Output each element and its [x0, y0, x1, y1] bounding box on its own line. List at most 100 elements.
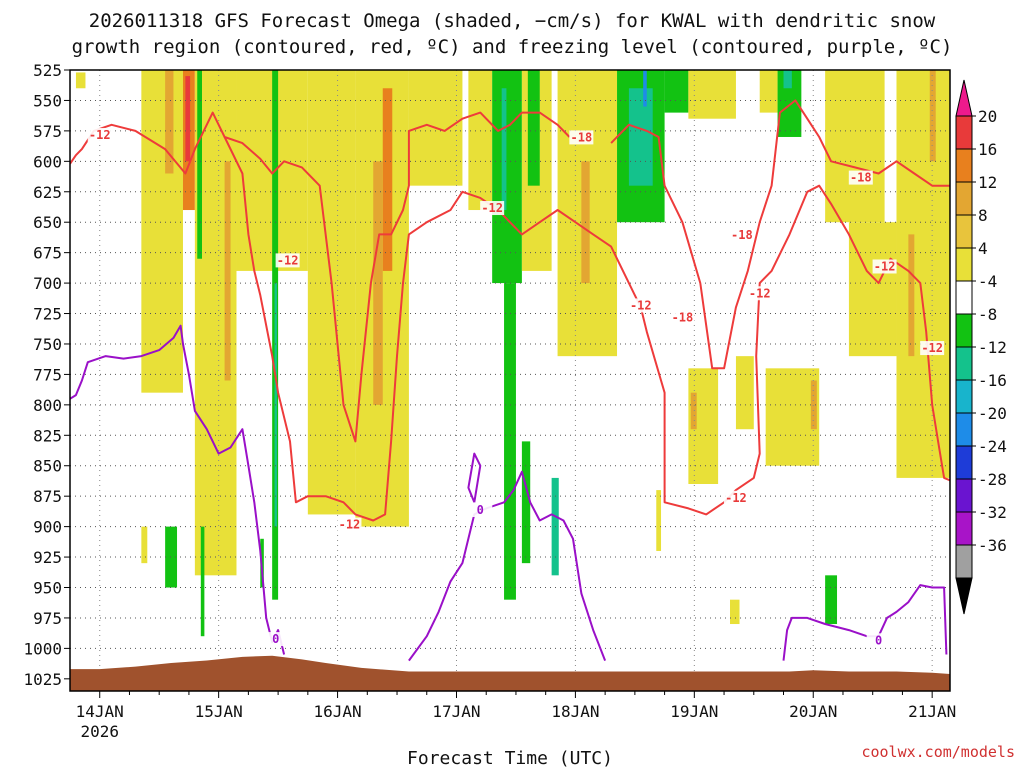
omega-cell-44	[200, 526, 205, 637]
colorbar-label-10: -24	[978, 437, 1007, 456]
colorbar-label-13: -36	[978, 536, 1007, 555]
omega-cell-13	[382, 88, 393, 271]
credit-text: coolwx.com/models	[861, 743, 1015, 761]
freezing-label-1: 0	[477, 503, 484, 517]
x-axis-label: Forecast Time (UTC)	[407, 748, 613, 768]
y-tick-label-12: 825	[33, 426, 62, 445]
dgz-label-3: -12	[481, 201, 503, 215]
freezing-contour-0	[70, 324, 286, 655]
colorbar-label-12: -32	[978, 503, 1007, 522]
colorbar-bin-6	[955, 313, 973, 348]
colorbar-label-2: 12	[978, 173, 997, 192]
dgz-label-5: -12	[630, 298, 652, 312]
colorbar-label-1: 16	[978, 140, 997, 159]
colorbar: 20 16 12 8 4 -4 -8 -12 -16 -20 -24 -28 -32 -36	[955, 79, 1007, 615]
dgz-label-bg-5	[628, 298, 653, 313]
colorbar-label-0: 20	[978, 107, 997, 126]
colorbar-label-6: -8	[978, 305, 997, 324]
dgz-label-9: -12	[725, 491, 747, 505]
terrain-ground	[70, 655, 950, 691]
y-tick-label-19: 1000	[23, 639, 62, 658]
dgz-label-12: -12	[921, 341, 943, 355]
omega-cell-28	[688, 70, 736, 119]
dgz-label-bg-10	[848, 170, 873, 185]
omega-cell-49	[656, 490, 662, 551]
omega-cell-30	[690, 392, 697, 430]
y-tick-label-18: 975	[33, 609, 62, 628]
colorbar-label-3: 8	[978, 206, 988, 225]
omega-cell-41	[908, 234, 915, 357]
plot-frame	[69, 69, 951, 692]
dgz-label-bg-3	[480, 201, 505, 216]
x-tick-label-5: 19JAN	[670, 702, 718, 721]
colorbar-label-11: -28	[978, 470, 1007, 489]
colorbar-bin-10	[955, 445, 973, 480]
x-tick-label-0: 14JAN	[76, 702, 124, 721]
x-tick-label-3: 17JAN	[432, 702, 480, 721]
y-tick-label-16: 925	[33, 548, 62, 567]
omega-cell-7	[197, 70, 202, 259]
colorbar-bin-2	[955, 181, 973, 216]
y-tick-label-20: 1025	[23, 670, 62, 689]
colorbar-bin-1	[955, 148, 973, 183]
y-tick-label-14: 875	[33, 487, 62, 506]
dendritic-growth-contours	[70, 99, 950, 522]
chart-title-line-2: growth region (contoured, red, ºC) and f…	[72, 36, 953, 58]
colorbar-label-8: -16	[978, 371, 1007, 390]
colorbar-label-4: 4	[978, 239, 988, 258]
omega-cell-38	[848, 222, 897, 357]
omega-cell-43	[165, 526, 178, 588]
y-tick-label-4: 625	[33, 183, 62, 202]
dgz-label-10: -18	[850, 171, 872, 185]
y-tick-label-7: 700	[33, 274, 62, 293]
y-tick-label-11: 800	[33, 396, 62, 415]
dgz-label-11: -12	[874, 259, 896, 273]
dgz-label-bg-0	[87, 127, 112, 142]
omega-cell-2	[165, 70, 174, 174]
omega-cell-37	[825, 70, 885, 223]
dgz-label-6: -18	[672, 311, 694, 325]
y-axis: 525 550 575 600 625 650 675 700 725 750 775 800 825 8…	[23, 61, 70, 689]
y-tick-label-15: 900	[33, 518, 62, 537]
colorbar-bin-0	[955, 115, 973, 150]
colorbar-label-9: -20	[978, 404, 1007, 423]
y-tick-label-1: 550	[33, 91, 62, 110]
colorbar-bin-11	[955, 478, 973, 513]
y-tick-label-0: 525	[33, 61, 62, 80]
omega-cell-47	[825, 575, 838, 625]
colorbar-bin-13	[955, 544, 973, 579]
dgz-label-bg-8	[747, 286, 772, 301]
colorbar-label-7: -12	[978, 338, 1007, 357]
omega-cell-34	[735, 356, 754, 430]
dgz-label-bg-1	[275, 253, 300, 268]
colorbar-bin-12	[955, 511, 973, 546]
omega-cell-48	[730, 599, 740, 625]
dgz-label-bg-7	[729, 227, 754, 242]
colorbar-bottom-triangle	[955, 577, 973, 615]
omega-cell-35	[765, 368, 820, 466]
omega-cell-18	[501, 88, 507, 211]
terrain-fill	[70, 655, 950, 691]
y-tick-label-2: 575	[33, 122, 62, 141]
x-tick-sublabel-0: 2026	[80, 722, 119, 741]
freezing-label-bg-1	[468, 503, 493, 518]
omega-cell-50	[141, 526, 148, 564]
omega-cell-25	[628, 88, 653, 186]
x-tick-label-4: 18JAN	[551, 702, 599, 721]
dgz-label-4: -18	[571, 130, 593, 144]
y-tick-label-10: 775	[33, 365, 62, 384]
omega-cell-39	[896, 70, 950, 478]
colorbar-bin-9	[955, 412, 973, 447]
colorbar-bin-8	[955, 379, 973, 414]
omega-cell-27	[664, 70, 689, 113]
x-tick-label-6: 20JAN	[789, 702, 837, 721]
y-tick-label-9: 750	[33, 335, 62, 354]
dgz-label-bg-6	[670, 310, 695, 325]
contour-labels: -12 -12 -12 -12 -18 -12 -18 -18 -12 -12 -18 -12 -12 0…	[87, 127, 945, 648]
dgz-label-bg-4	[569, 130, 594, 145]
y-tick-label-3: 600	[33, 152, 62, 171]
y-tick-label-5: 650	[33, 213, 62, 232]
freezing-label-bg-2	[866, 633, 891, 648]
